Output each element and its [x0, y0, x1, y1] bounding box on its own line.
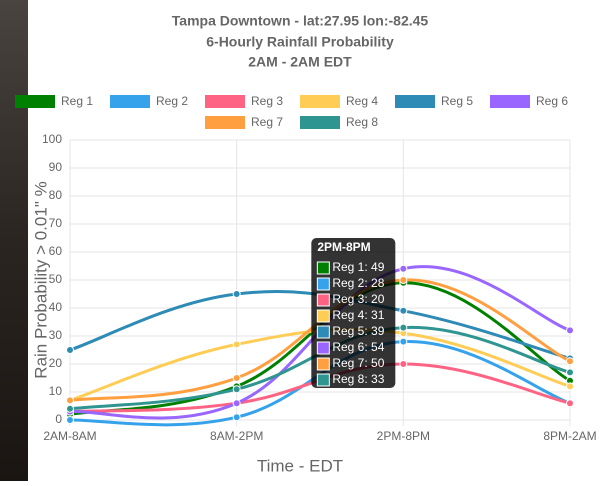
x-tick-label: 8PM-2AM	[543, 429, 596, 443]
y-tick-label: 40	[49, 300, 63, 314]
y-tick-label: 80	[49, 188, 63, 202]
y-tick-label: 50	[49, 272, 63, 286]
legend-label: Reg 4	[346, 94, 378, 108]
chart-title: 2AM - 2AM EDT	[248, 54, 352, 70]
tooltip-swatch	[316, 325, 330, 339]
tooltip-box	[311, 238, 396, 388]
tooltip-item: Reg 5: 39	[332, 324, 384, 338]
tooltip-swatch	[316, 373, 330, 387]
data-point	[66, 416, 74, 424]
data-point	[232, 399, 241, 408]
tooltip-item: Reg 1: 49	[332, 260, 384, 274]
y-axis-title: Rain Probability > 0.01" %	[31, 181, 50, 378]
data-point	[232, 413, 241, 422]
data-point	[66, 404, 74, 413]
y-tick-label: 30	[49, 328, 63, 342]
tooltip-swatch	[316, 293, 330, 307]
data-point	[566, 368, 574, 377]
legend-label: Reg 1	[61, 94, 93, 108]
x-tick-label: 2PM-8PM	[377, 429, 430, 443]
legend-swatch	[490, 95, 530, 108]
y-tick-label: 20	[49, 356, 63, 370]
data-point	[399, 264, 408, 273]
tooltip-swatch	[316, 309, 330, 323]
legend-swatch	[205, 95, 245, 108]
data-point	[399, 306, 408, 315]
y-tick-label: 70	[49, 216, 63, 230]
legend-swatch	[300, 95, 340, 108]
data-point	[566, 357, 574, 366]
data-point	[399, 337, 408, 346]
data-point	[566, 399, 574, 408]
legend-swatch	[15, 95, 55, 108]
x-tick-label: 8AM-2PM	[210, 429, 263, 443]
data-point	[399, 323, 408, 332]
data-point	[232, 385, 241, 394]
legend-label: Reg 2	[156, 94, 188, 108]
data-point	[232, 290, 241, 298]
tooltip-item: Reg 4: 31	[332, 308, 384, 322]
data-point	[232, 374, 241, 382]
x-tick-label: 2AM-8AM	[43, 429, 96, 443]
legend-swatch	[300, 116, 340, 129]
tooltip-swatch	[316, 341, 330, 355]
data-point	[66, 346, 74, 354]
legend-swatch	[205, 116, 245, 129]
legend-label: Reg 5	[441, 94, 473, 108]
y-tick-label: 90	[49, 160, 63, 174]
tooltip-swatch	[316, 357, 330, 371]
y-tick-label: 0	[55, 412, 62, 426]
tooltip-item: Reg 2: 28	[332, 276, 384, 290]
data-point	[566, 382, 574, 391]
legend-label: Reg 6	[536, 94, 568, 108]
y-tick-label: 100	[42, 132, 62, 146]
tooltip-item: Reg 8: 33	[332, 372, 384, 386]
data-point	[399, 360, 408, 368]
x-axis-title: Time - EDT	[257, 456, 343, 475]
tooltip-title: 2PM-8PM	[317, 240, 370, 254]
legend-label: Reg 8	[346, 115, 378, 129]
tooltip-swatch	[316, 277, 330, 291]
legend-label: Reg 3	[251, 94, 283, 108]
legend-label: Reg 7	[251, 115, 283, 129]
data-point	[66, 396, 74, 405]
tooltip-item: Reg 7: 50	[332, 356, 384, 370]
chart-title: Tampa Downtown - lat:27.95 lon:-82.45	[172, 13, 429, 29]
tooltip-item: Reg 6: 54	[332, 340, 384, 354]
y-tick-label: 10	[49, 384, 63, 398]
tooltip-swatch	[316, 261, 330, 275]
legend-swatch	[110, 95, 150, 108]
data-point	[566, 326, 574, 335]
tooltip: 2PM-8PM Reg 1: 49 Reg 2: 28 Reg 3: 20 Reg 4:…	[311, 238, 396, 388]
y-tick-label: 60	[49, 244, 63, 258]
tooltip-item: Reg 3: 20	[332, 292, 384, 306]
chart-title: 6-Hourly Rainfall Probability	[206, 34, 394, 50]
data-point	[399, 276, 408, 284]
legend-swatch	[395, 95, 435, 108]
data-point	[232, 340, 241, 349]
